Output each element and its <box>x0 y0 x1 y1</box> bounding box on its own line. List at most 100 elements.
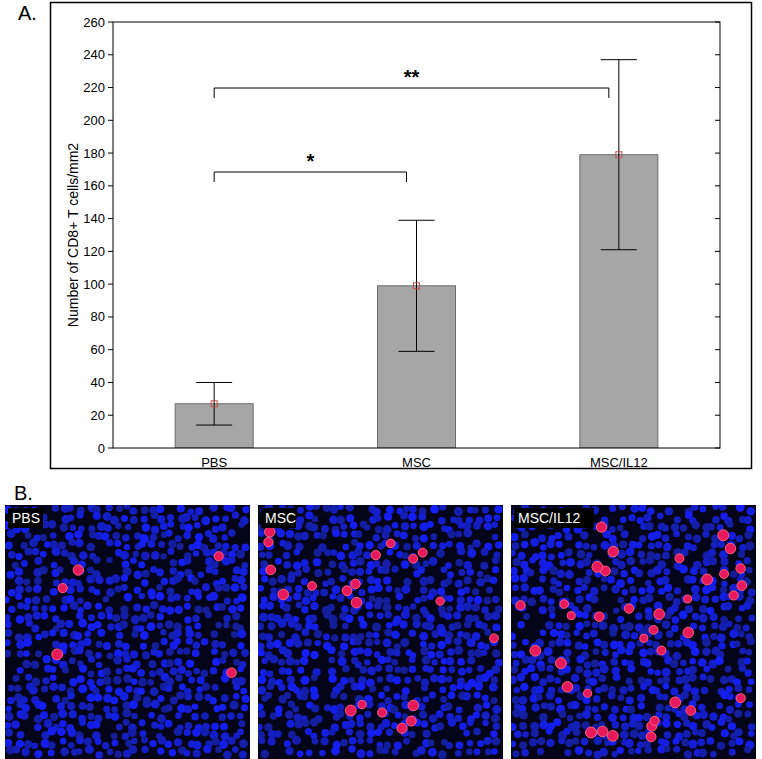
nucleus <box>194 605 202 613</box>
nucleus <box>366 750 373 757</box>
nucleus <box>743 624 750 631</box>
nucleus <box>295 585 303 593</box>
nucleus <box>295 570 302 577</box>
nucleus <box>314 532 321 539</box>
error-bar <box>399 220 435 351</box>
nucleus <box>544 647 553 656</box>
nucleus <box>29 538 38 547</box>
y-tick-label: 80 <box>91 309 105 324</box>
nucleus <box>454 646 463 655</box>
nucleus <box>34 577 42 585</box>
nucleus <box>455 531 462 538</box>
nucleus <box>664 611 672 619</box>
nucleus <box>546 691 555 700</box>
nucleus <box>463 602 472 611</box>
nucleus <box>481 649 488 656</box>
nucleus <box>484 514 492 522</box>
nucleus <box>23 638 32 647</box>
nucleus <box>401 694 408 701</box>
nucleus <box>76 585 83 592</box>
nucleus <box>101 532 109 540</box>
nucleus <box>133 570 142 579</box>
nucleus <box>577 655 585 663</box>
nucleus <box>309 614 317 622</box>
nucleus <box>11 720 20 729</box>
nucleus <box>517 621 524 628</box>
nucleus <box>546 675 554 683</box>
nucleus <box>105 685 112 692</box>
nucleus <box>220 723 228 731</box>
nucleus <box>222 515 229 522</box>
nucleus <box>83 602 91 610</box>
nucleus <box>269 593 277 601</box>
y-axis-label: Number of CD8+ T cells/mm2 <box>65 143 81 327</box>
y-tick <box>108 251 113 252</box>
nucleus <box>209 535 217 543</box>
nucleus <box>151 551 160 560</box>
nucleus <box>350 521 358 529</box>
nucleus <box>96 662 102 668</box>
nucleus <box>147 540 155 548</box>
nucleus <box>393 649 400 656</box>
nucleus <box>550 629 558 637</box>
nucleus <box>744 557 751 564</box>
cd8-cell <box>418 548 427 557</box>
nucleus <box>161 638 168 645</box>
nucleus <box>94 589 101 596</box>
nucleus <box>186 637 193 644</box>
nucleus <box>332 585 341 594</box>
nucleus <box>610 567 618 575</box>
micrograph <box>511 505 756 759</box>
nucleus <box>138 625 145 632</box>
error-cap <box>601 249 637 250</box>
nucleus <box>563 649 571 657</box>
nucleus <box>219 714 226 721</box>
nucleus <box>481 606 488 613</box>
nucleus <box>683 684 692 693</box>
nucleus <box>128 728 137 737</box>
nucleus <box>123 505 130 510</box>
cd8-cell <box>214 552 223 561</box>
nucleus <box>646 556 654 564</box>
nucleus <box>68 514 75 521</box>
nucleus <box>467 596 474 603</box>
nucleus <box>513 660 520 667</box>
nucleus <box>93 512 101 520</box>
nucleus <box>392 565 399 572</box>
nucleus <box>129 745 138 754</box>
nucleus <box>628 665 636 673</box>
nucleus <box>221 534 228 541</box>
nucleus <box>355 530 362 537</box>
nucleus <box>703 666 710 673</box>
y-tick-label: 240 <box>83 47 105 62</box>
nucleus <box>670 688 678 696</box>
nucleus <box>158 541 165 548</box>
nucleus <box>223 622 229 628</box>
nucleus <box>617 525 623 531</box>
nucleus <box>340 739 348 747</box>
cd8-cell <box>386 539 395 548</box>
nucleus <box>445 578 452 585</box>
nucleus <box>599 621 608 630</box>
nucleus <box>712 516 720 524</box>
nucleus <box>330 505 339 514</box>
nucleus <box>141 506 149 514</box>
nucleus <box>430 542 437 549</box>
nucleus <box>227 712 235 720</box>
nucleus <box>444 612 452 620</box>
nucleus <box>67 692 74 699</box>
nucleus <box>16 615 25 624</box>
nucleus <box>141 746 148 753</box>
y-tick-right <box>715 120 720 121</box>
nucleus <box>8 606 15 613</box>
nucleus <box>120 551 129 560</box>
nucleus <box>170 696 178 704</box>
nucleus <box>23 603 30 610</box>
nucleus <box>221 694 229 702</box>
nucleus <box>600 684 608 692</box>
nucleus <box>582 612 589 619</box>
nucleus <box>311 704 319 712</box>
y-tick-right <box>715 251 720 252</box>
nucleus <box>141 551 150 560</box>
nucleus <box>105 505 112 511</box>
